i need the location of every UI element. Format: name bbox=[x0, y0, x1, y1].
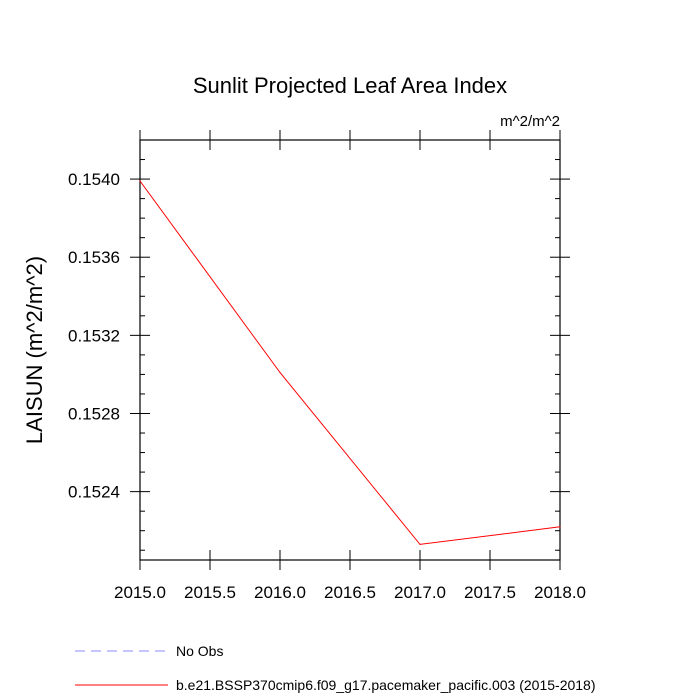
y-tick-label: 0.1524 bbox=[68, 483, 120, 502]
axis-ticks bbox=[130, 130, 570, 570]
x-tick-label: 2017.0 bbox=[394, 583, 446, 602]
data-point bbox=[419, 543, 421, 545]
y-tick-label: 0.1528 bbox=[68, 404, 120, 423]
data-point bbox=[559, 526, 561, 528]
x-tick-label: 2016.5 bbox=[324, 583, 376, 602]
series-layer bbox=[139, 180, 561, 545]
y-tick-label: 0.1540 bbox=[68, 170, 120, 189]
legend-label: No Obs bbox=[176, 643, 223, 659]
x-tick-label: 2017.5 bbox=[464, 583, 516, 602]
x-tick-label: 2016.0 bbox=[254, 583, 306, 602]
plot-frame bbox=[139, 139, 561, 561]
y-tick-label: 0.1532 bbox=[68, 326, 120, 345]
data-point bbox=[279, 371, 281, 374]
legend-label: b.e21.BSSP370cmip6.f09_g17.pacemaker_pac… bbox=[176, 677, 596, 693]
y-tick-label: 0.1536 bbox=[68, 248, 120, 267]
y-axis-label: LAISUN (m^2/m^2) bbox=[22, 256, 47, 444]
units-label: m^2/m^2 bbox=[500, 113, 560, 130]
x-tick-label: 2015.0 bbox=[114, 583, 166, 602]
chart-title: Sunlit Projected Leaf Area Index bbox=[193, 73, 507, 98]
x-tick-label: 2015.5 bbox=[184, 583, 236, 602]
series-line bbox=[139, 180, 561, 545]
x-tick-label: 2018.0 bbox=[534, 583, 586, 602]
tick-labels: 2015.0 2015.5 2016.0 2016.5 2017.0 2017.5 2018… bbox=[68, 170, 586, 602]
data-point bbox=[139, 180, 141, 182]
legend: No Obs b.e21.BSSP370cmip6.f09_g17.pacemak… bbox=[75, 643, 596, 693]
